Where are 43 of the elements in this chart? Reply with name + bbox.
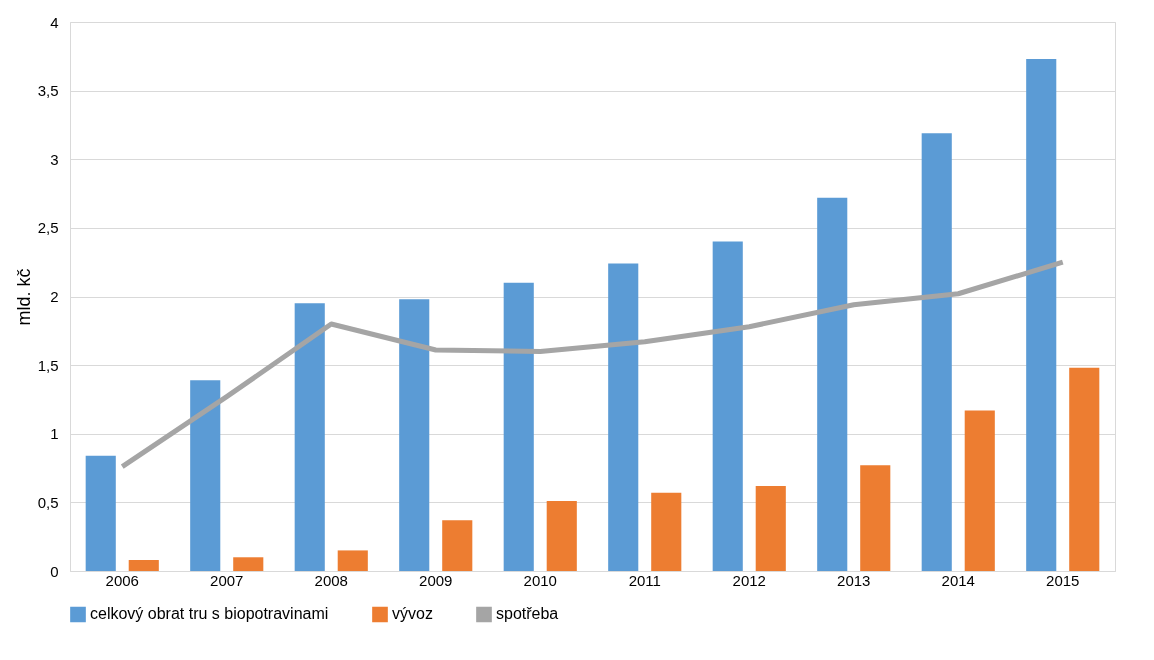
bar bbox=[233, 557, 264, 571]
bar bbox=[399, 299, 430, 571]
y-tick-label: 3 bbox=[50, 150, 59, 168]
bar bbox=[1026, 59, 1057, 571]
x-tick-label: 2006 bbox=[105, 571, 139, 589]
x-tick-label: 2014 bbox=[941, 571, 975, 589]
y-tick-label: 1,5 bbox=[37, 356, 59, 374]
x-tick-label: 2015 bbox=[1046, 571, 1080, 589]
bar bbox=[546, 501, 577, 571]
legend-label: vývoz bbox=[392, 605, 433, 623]
bar bbox=[442, 520, 473, 571]
y-tick-label: 2,5 bbox=[37, 219, 59, 237]
legend-label: celkový obrat tru s biopotravinami bbox=[90, 605, 329, 623]
x-tick-label: 2010 bbox=[523, 571, 557, 589]
bar bbox=[755, 485, 786, 571]
bar bbox=[817, 197, 848, 571]
y-tick-label: 0,5 bbox=[37, 493, 59, 511]
x-tick-label: 2012 bbox=[732, 571, 766, 589]
bar bbox=[294, 303, 325, 571]
y-tick-label: 3,5 bbox=[37, 82, 59, 100]
y-tick-label: 4 bbox=[50, 13, 59, 31]
x-tick-label: 2008 bbox=[314, 571, 348, 589]
x-tick-label: 2011 bbox=[628, 571, 661, 589]
bar bbox=[608, 263, 639, 571]
bar bbox=[712, 241, 743, 571]
bar bbox=[128, 560, 159, 571]
bar bbox=[1069, 367, 1100, 571]
x-tick-label: 2007 bbox=[210, 571, 244, 589]
bar bbox=[860, 465, 891, 571]
bar bbox=[190, 380, 221, 571]
legend-label: spotřeba bbox=[496, 605, 559, 623]
y-tick-label: 0 bbox=[50, 562, 59, 580]
bar bbox=[651, 492, 682, 571]
bar bbox=[85, 455, 116, 571]
bar bbox=[337, 550, 368, 571]
bar bbox=[921, 133, 952, 571]
bar bbox=[503, 282, 534, 571]
y-axis-title: mld. kč bbox=[13, 268, 34, 326]
y-tick-label: 1 bbox=[50, 425, 59, 443]
x-tick-label: 2013 bbox=[837, 571, 871, 589]
y-tick-label: 2 bbox=[50, 288, 59, 305]
x-tick-label: 2009 bbox=[419, 571, 453, 589]
bar bbox=[964, 410, 995, 571]
